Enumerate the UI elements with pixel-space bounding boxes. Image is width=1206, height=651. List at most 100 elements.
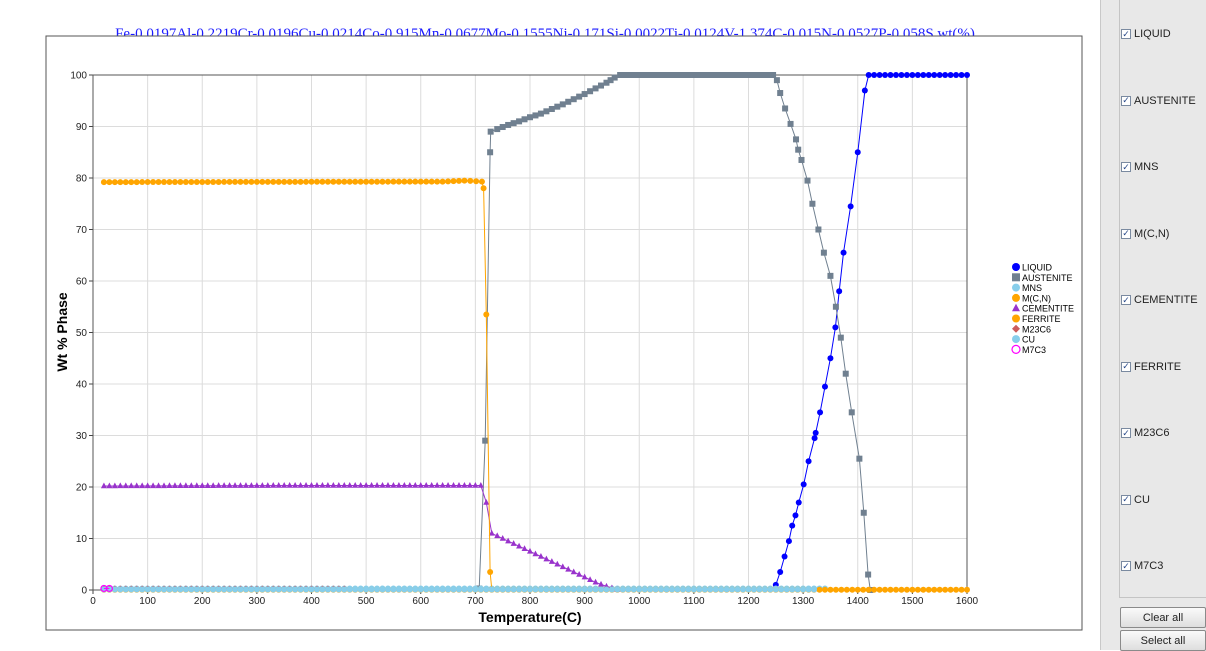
series-point [313,586,320,593]
series-point [330,586,337,593]
checkbox-austenite[interactable]: ✓ AUSTENITE [1121,95,1196,107]
checkbox-box[interactable]: ✓ [1121,161,1131,172]
series-point [827,272,834,279]
checkbox-mns[interactable]: ✓ MNS [1121,161,1158,173]
series-point [903,72,910,78]
series-point [838,586,845,593]
checkbox-box[interactable]: ✓ [1121,361,1131,372]
series-point [964,72,970,78]
checkbox-box[interactable]: ✓ [1121,494,1131,505]
checkbox-liquid[interactable]: ✓ LIQUID [1121,28,1171,40]
checkbox-m-c-n[interactable]: ✓ M(C,N) [1121,228,1169,240]
series-point [477,481,484,488]
series-point [155,586,162,593]
series-point [117,179,124,186]
checkbox-cementite[interactable]: ✓ CEMENTITE [1121,294,1198,306]
series-point [570,96,577,103]
series-point [171,482,178,489]
series-point [286,482,293,488]
series-point [450,178,457,185]
checkbox-m23c6[interactable]: ✓ M23C6 [1121,427,1169,439]
series-point [847,203,854,210]
series-point [330,481,337,488]
series-point [303,178,310,185]
phase-fraction-chart: 0 100 200 300 400 500 600 700 800 900 1000 1100 1200… [45,35,1083,631]
series-point [537,110,544,117]
legend-item-liquid: LIQUID [1012,263,1053,273]
series-point [487,149,494,156]
series-point [445,481,452,488]
series-point [630,586,637,593]
series-point [275,178,282,185]
series-point [516,542,523,549]
series-point [341,178,348,185]
select-all-button[interactable]: Select all [1120,630,1206,651]
series-point [510,586,517,593]
series-point [161,586,168,593]
series-point [477,586,484,593]
series-point [368,586,375,593]
series-point [248,586,255,593]
x-tick-label: 1500 [901,596,924,607]
series-point [570,568,577,575]
series-point [193,178,200,185]
legend-marker [1011,344,1021,354]
checkbox-m7c3[interactable]: ✓ M7C3 [1121,560,1163,572]
series-point [215,586,222,593]
series-point [898,72,905,78]
clear-all-button[interactable]: Clear all [1120,607,1206,628]
series-point [770,72,777,78]
series-point [729,586,736,593]
series-point [789,522,796,529]
series-point [193,586,200,593]
series-point [150,179,157,186]
checkbox-box[interactable]: ✓ [1121,95,1131,106]
series-point [827,586,834,593]
checkbox-box[interactable]: ✓ [1121,28,1131,39]
series-point [914,72,921,78]
x-tick-label: 600 [412,596,429,607]
series-point [117,586,124,593]
phase-selection-panel: ✓ LIQUID ✓ AUSTENITE ✓ MNS ✓ M(C,N) ✓ CEMENTITE ✓ F… [1100,0,1206,651]
series-point [368,481,375,488]
series-point [715,72,722,78]
series-point [836,288,843,295]
series-point [188,178,195,185]
series-point [177,586,184,593]
series-point [461,481,468,488]
y-tick-label: 20 [76,483,88,494]
series-point [652,586,659,593]
series-point [106,179,113,186]
series-point [720,72,727,78]
series-point [488,529,495,536]
series-point [777,568,784,575]
series-point [297,178,304,185]
series-point [592,586,599,593]
series-point [357,178,364,185]
series-point [785,538,792,545]
checkbox-box[interactable]: ✓ [1121,427,1131,438]
series-point [215,482,222,488]
series-point [860,509,867,516]
series-point [461,177,468,184]
series-point [406,481,413,488]
series-point [854,149,861,156]
series-point [221,482,228,488]
legend-marker [1012,273,1020,282]
series-point [455,586,462,593]
checkbox-box[interactable]: ✓ [1121,560,1131,571]
x-tick-label: 1600 [956,596,979,607]
checkbox-box[interactable]: ✓ [1121,294,1131,305]
series-point [685,586,692,593]
checkbox-ferrite[interactable]: ✓ FERRITE [1121,361,1181,373]
checkbox-cu[interactable]: ✓ CU [1121,494,1150,506]
checkbox-box[interactable]: ✓ [1121,228,1131,239]
series-point [487,568,494,575]
series-point [660,72,667,78]
series-point [820,249,827,256]
series-point [188,482,195,489]
series-point [215,178,222,185]
series-point [467,177,474,184]
series-point [330,178,337,185]
series-point [335,178,342,185]
